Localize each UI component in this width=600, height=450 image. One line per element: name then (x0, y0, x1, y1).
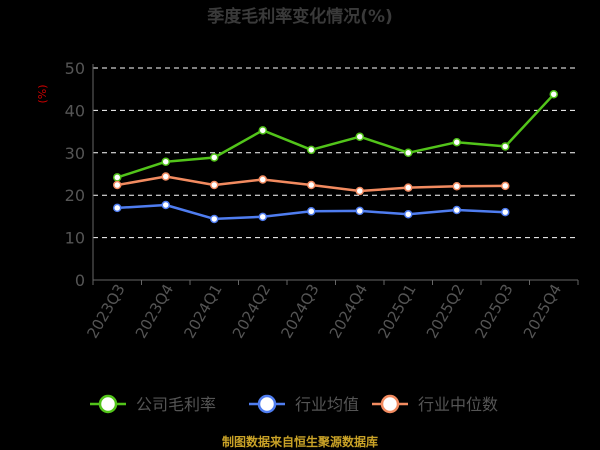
data-point[interactable] (307, 145, 316, 155)
legend-label: 行业中位数 (418, 395, 498, 414)
legend-item-3[interactable]: 行业中位数 (372, 394, 498, 414)
series-3 (113, 172, 510, 196)
data-point[interactable] (404, 148, 413, 158)
data-point[interactable] (113, 203, 122, 213)
x-tick-label: 2024Q1 (180, 281, 225, 342)
source-note: 制图数据来自恒生聚源数据库 (222, 434, 378, 449)
x-tick-label: 2024Q3 (277, 281, 322, 342)
data-point[interactable] (452, 205, 461, 215)
legend: 公司毛利率 行业均值 行业中位数 (90, 394, 498, 414)
series-layer (113, 90, 558, 224)
data-point[interactable] (501, 207, 510, 217)
data-point[interactable] (307, 180, 316, 190)
legend-circle-marker (98, 394, 118, 414)
legend-item-1[interactable]: 公司毛利率 (90, 394, 216, 414)
data-point[interactable] (113, 173, 122, 182)
legend-circle-marker (257, 394, 277, 414)
x-tick-label: 2025Q3 (471, 281, 516, 342)
data-point[interactable] (549, 90, 558, 99)
x-tick-label: 2023Q4 (132, 281, 177, 342)
series-line (116, 93, 555, 179)
data-point[interactable] (161, 172, 170, 181)
legend-label: 行业均值 (295, 395, 359, 414)
x-tick-label: 2025Q2 (423, 281, 468, 342)
chart-title: 季度毛利率变化情况(%) (207, 6, 393, 27)
data-point[interactable] (501, 181, 510, 191)
legend-circle-marker (380, 394, 400, 414)
x-tick-label: 2025Q1 (374, 281, 419, 342)
data-point[interactable] (404, 210, 413, 219)
data-point[interactable] (113, 180, 122, 190)
y-tick-label: 50 (65, 59, 85, 78)
data-point[interactable] (210, 180, 219, 190)
data-point[interactable] (404, 183, 413, 192)
data-point[interactable] (258, 175, 267, 184)
series-1 (113, 90, 558, 182)
data-point[interactable] (452, 182, 461, 191)
data-point[interactable] (258, 126, 267, 135)
y-axis-unit: (%) (36, 84, 49, 103)
data-point[interactable] (355, 186, 364, 196)
data-point[interactable] (501, 142, 510, 151)
data-point[interactable] (307, 207, 316, 216)
legend-item-2[interactable]: 行业均值 (249, 394, 359, 414)
x-tick-label: 2024Q2 (229, 281, 274, 342)
y-tick-label: 0 (75, 271, 85, 290)
x-tick-label: 2023Q3 (83, 281, 128, 342)
legend-label: 公司毛利率 (136, 395, 216, 414)
data-point[interactable] (210, 153, 219, 162)
data-point[interactable] (355, 206, 364, 216)
data-point[interactable] (355, 132, 364, 141)
data-point[interactable] (258, 212, 267, 222)
x-tick-label: 2025Q4 (520, 281, 565, 342)
y-tick-label: 30 (65, 144, 85, 163)
data-point[interactable] (210, 214, 219, 224)
x-tick-label: 2024Q4 (326, 281, 371, 342)
y-tick-label: 20 (65, 186, 85, 205)
data-point[interactable] (452, 137, 461, 147)
y-tick-label: 40 (65, 101, 85, 120)
data-point[interactable] (161, 157, 170, 166)
y-tick-label: 10 (65, 229, 85, 248)
series-2 (113, 200, 510, 224)
data-point[interactable] (161, 200, 170, 210)
